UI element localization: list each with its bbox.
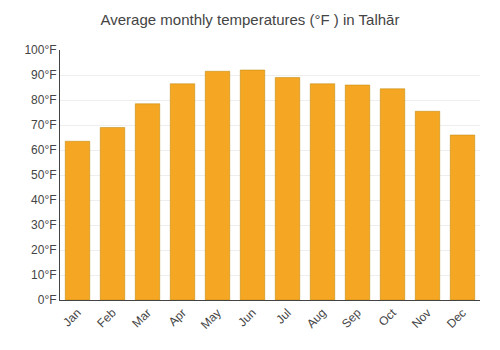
svg-text:90°F: 90°F: [31, 68, 56, 82]
svg-text:Apr: Apr: [166, 306, 189, 329]
svg-text:Dec: Dec: [444, 306, 469, 331]
svg-text:Jan: Jan: [60, 306, 84, 330]
svg-text:20°F: 20°F: [31, 243, 56, 257]
svg-text:Jun: Jun: [235, 306, 259, 330]
svg-text:10°F: 10°F: [31, 268, 56, 282]
svg-text:70°F: 70°F: [31, 118, 56, 132]
svg-text:Nov: Nov: [409, 306, 434, 331]
svg-text:50°F: 50°F: [31, 168, 56, 182]
svg-text:Jul: Jul: [273, 306, 294, 327]
svg-text:30°F: 30°F: [31, 218, 56, 232]
svg-text:0°F: 0°F: [38, 293, 57, 307]
svg-text:Oct: Oct: [376, 305, 400, 329]
svg-text:60°F: 60°F: [31, 143, 56, 157]
svg-text:Mar: Mar: [129, 306, 154, 331]
svg-text:Aug: Aug: [304, 306, 329, 331]
svg-text:Sep: Sep: [339, 306, 364, 331]
svg-text:100°F: 100°F: [24, 43, 56, 57]
svg-text:May: May: [198, 306, 224, 332]
svg-text:80°F: 80°F: [31, 93, 56, 107]
svg-text:Average monthly temperatures (: Average monthly temperatures (°F ) in Ta…: [101, 11, 400, 28]
svg-text:Feb: Feb: [94, 306, 119, 331]
svg-text:40°F: 40°F: [31, 193, 56, 207]
